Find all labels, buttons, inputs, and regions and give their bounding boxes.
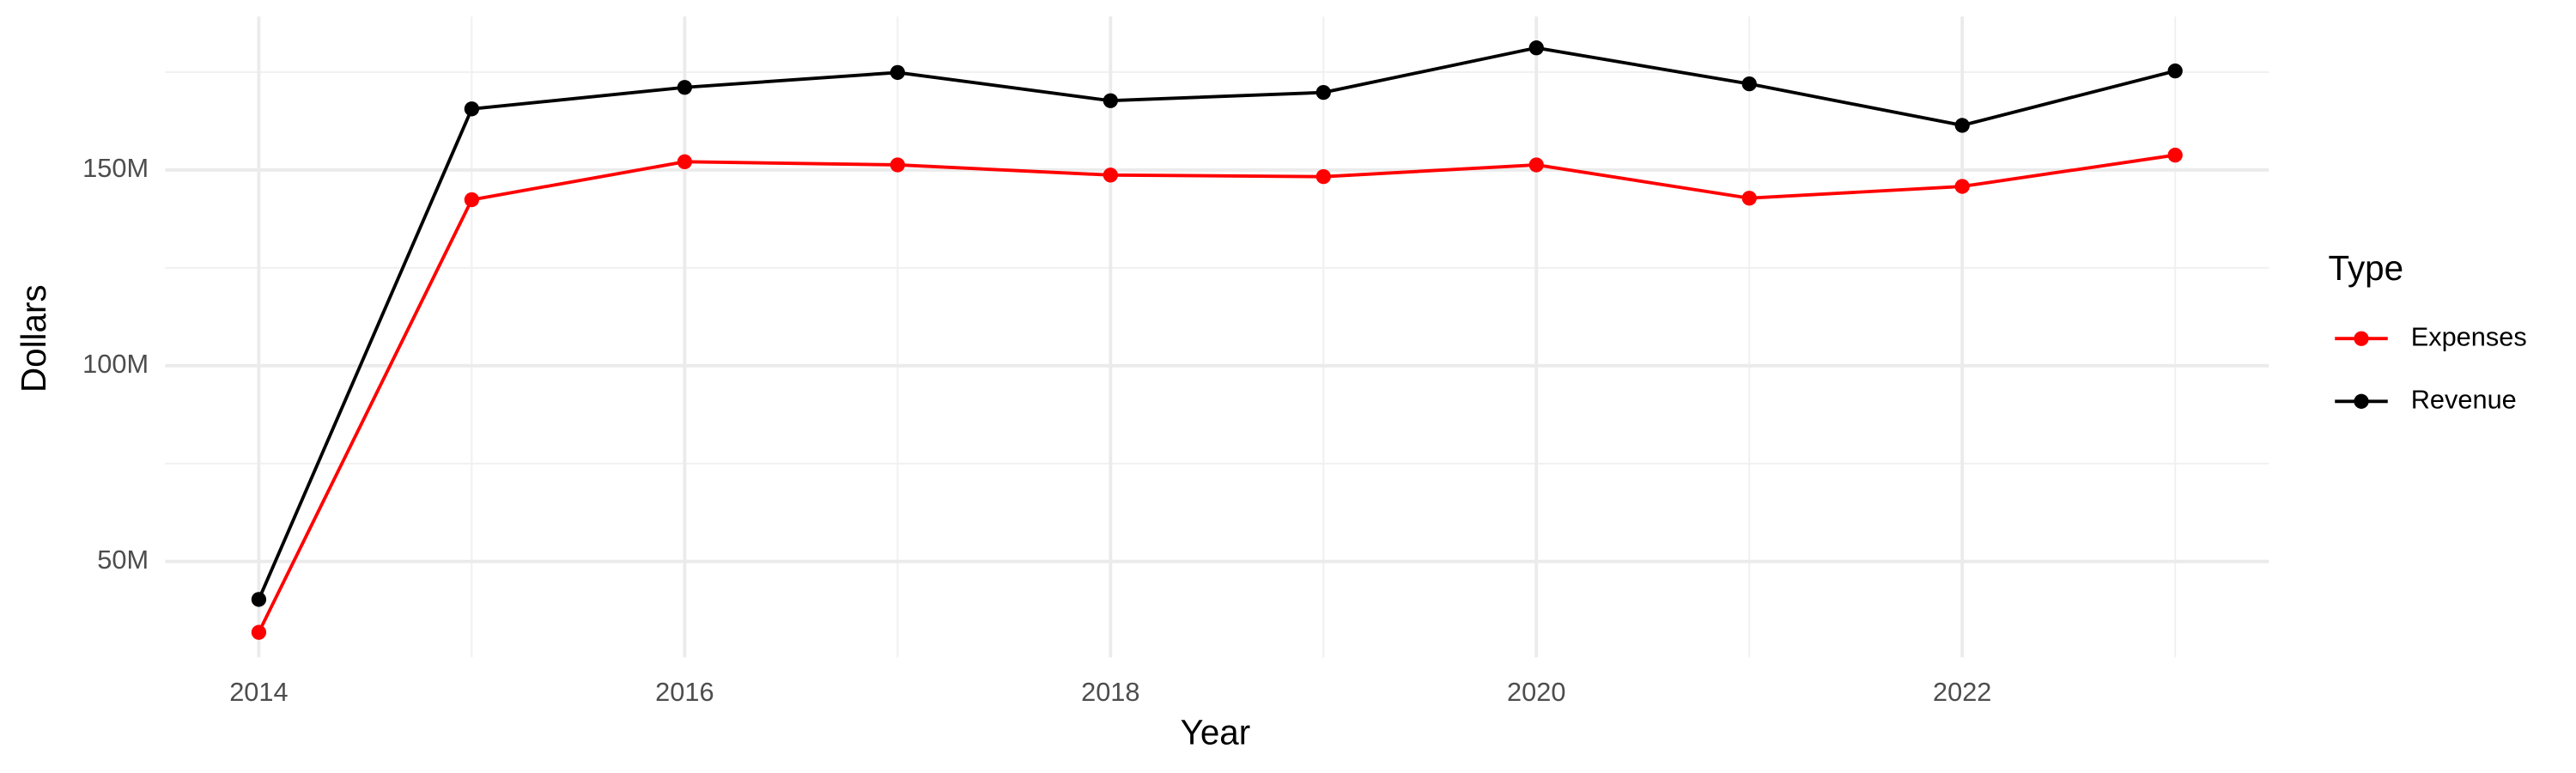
data-point [1528, 40, 1544, 56]
data-point [677, 154, 693, 169]
data-point [1741, 191, 1757, 206]
data-point [251, 624, 267, 640]
x-axis-title: Year [1181, 712, 1251, 752]
y-axis-title: Dollars [14, 284, 53, 393]
data-point [1315, 169, 1331, 185]
x-tick-label: 2014 [229, 677, 288, 707]
legend-label: Expenses [2411, 321, 2527, 351]
x-tick-label: 2022 [1933, 677, 1991, 707]
data-point [464, 192, 480, 208]
legend-title: Type [2329, 248, 2404, 288]
legend-label: Revenue [2411, 384, 2517, 414]
data-point [2167, 63, 2183, 79]
data-point [1741, 76, 1757, 92]
legend-marker [2354, 393, 2369, 409]
data-point [1315, 85, 1331, 100]
data-point [1528, 157, 1544, 173]
x-tick-label: 2018 [1081, 677, 1139, 707]
data-point [464, 101, 480, 117]
data-point [1954, 118, 1970, 133]
series-line [257, 46, 2176, 600]
data-point [890, 64, 905, 81]
x-tick-label: 2020 [1507, 677, 1565, 707]
data-point [1103, 93, 1118, 108]
x-tick-label: 2016 [655, 677, 714, 707]
data-point [1103, 167, 1118, 183]
y-tick-label: 50M [97, 545, 149, 575]
data-point [677, 80, 693, 95]
data-point [2167, 147, 2183, 163]
y-tick-label: 150M [82, 153, 149, 183]
data-point [890, 157, 905, 173]
y-tick-label: 100M [82, 349, 149, 379]
series-line [257, 153, 2176, 634]
data-point [251, 592, 267, 607]
data-point [1954, 179, 1970, 194]
legend-marker [2354, 331, 2369, 346]
